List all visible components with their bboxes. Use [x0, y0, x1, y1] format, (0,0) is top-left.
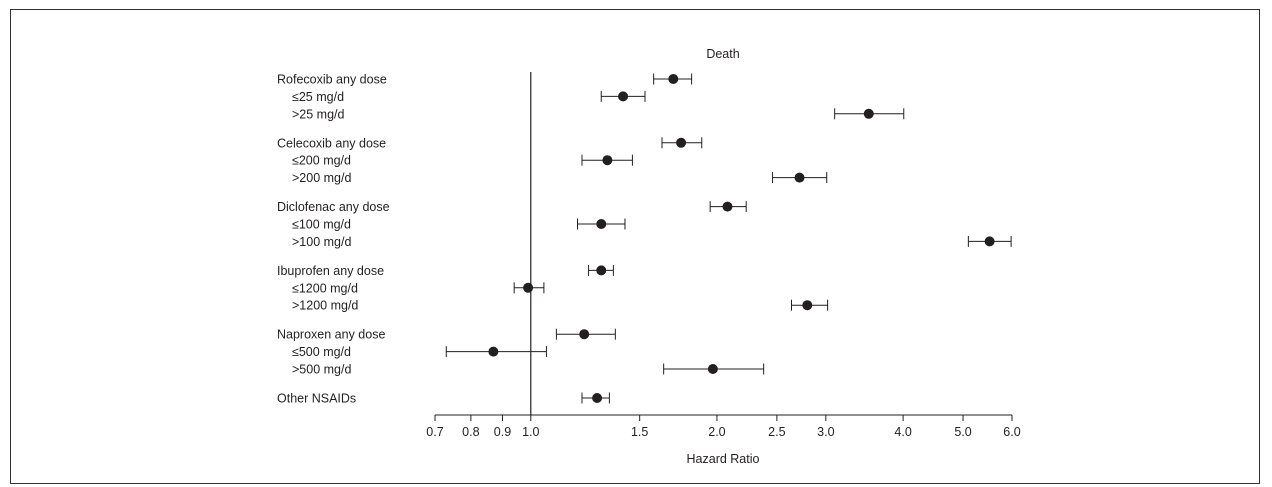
row-label: >200 mg/d [292, 171, 351, 185]
x-tick-label: 2.0 [708, 425, 725, 439]
x-tick-label: 0.8 [462, 425, 479, 439]
hazard-ratio-point [802, 300, 813, 311]
hazard-ratio-point [863, 108, 874, 119]
hazard-ratio-point [618, 91, 629, 102]
row-label: Naproxen any dose [277, 328, 385, 342]
row-label: >1200 mg/d [292, 299, 358, 313]
hazard-ratio-point [579, 329, 590, 340]
row-label: ≤1200 mg/d [292, 281, 358, 295]
row-label: ≤500 mg/d [292, 345, 351, 359]
row-label: ≤100 mg/d [292, 218, 351, 232]
x-tick-label: 5.0 [954, 425, 971, 439]
forest-rows: Rofecoxib any dose ≤25 mg/d >25 mg/d Celeco… [277, 72, 1012, 415]
hazard-ratio-point [794, 172, 805, 183]
x-tick-label: 2.5 [768, 425, 785, 439]
row-label: >100 mg/d [292, 235, 351, 249]
row-label: Ibuprofen any dose [277, 264, 384, 278]
x-tick-label: 1.0 [522, 425, 539, 439]
x-axis: 0.7 0.8 0.9 1.0 1.5 2.0 2.5 3.0 4.0 5.0 6.0 [426, 414, 1021, 439]
hazard-ratio-point [523, 282, 534, 293]
row-label: Other NSAIDs [277, 392, 356, 406]
x-tick-label: 4.0 [894, 425, 911, 439]
row-label: Rofecoxib any dose [277, 73, 387, 87]
x-tick-label: 0.9 [494, 425, 511, 439]
chart-frame [10, 9, 1260, 484]
row-label: ≤200 mg/d [292, 154, 351, 168]
hazard-ratio-point [596, 265, 607, 276]
row-label: Diclofenac any dose [277, 200, 390, 214]
chart-title: Death [706, 47, 739, 61]
hazard-ratio-point [596, 219, 607, 229]
row-label: >25 mg/d [292, 107, 345, 121]
hazard-ratio-point [676, 137, 687, 148]
x-tick-label: 3.0 [817, 425, 834, 439]
row-label: ≤25 mg/d [292, 90, 344, 104]
row-label: Celecoxib any dose [277, 136, 386, 150]
x-axis-label: Hazard Ratio [687, 452, 760, 466]
row-label: >500 mg/d [292, 363, 351, 377]
hazard-ratio-point [668, 74, 679, 84]
x-tick-label: 0.7 [426, 425, 443, 439]
hazard-ratio-point [592, 393, 603, 403]
x-tick-label: 6.0 [1003, 425, 1020, 439]
hazard-ratio-point [707, 364, 718, 374]
hazard-ratio-point [602, 155, 613, 166]
hazard-ratio-point [984, 236, 995, 247]
x-tick-label: 1.5 [631, 425, 648, 439]
hazard-ratio-point [722, 201, 733, 212]
hazard-ratio-point [488, 346, 499, 357]
